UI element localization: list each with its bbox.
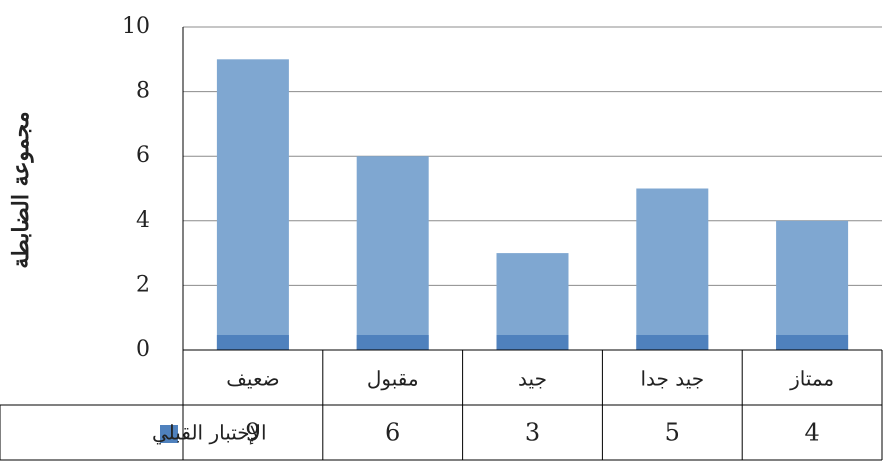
table-value: 6 (385, 419, 400, 447)
y-tick-label: 6 (136, 143, 150, 168)
bar (776, 220, 849, 350)
x-tick-label: جيد جدا (640, 367, 704, 391)
table-value: 5 (665, 419, 680, 447)
y-axis-label: مجموعة الضابطة (8, 111, 34, 268)
legend-label: الإختبار القبلي (152, 421, 267, 446)
bar (636, 188, 709, 350)
bar (496, 253, 569, 350)
y-tick-label: 0 (136, 337, 150, 362)
y-tick-label: 2 (136, 272, 150, 297)
table-value: 9 (245, 419, 260, 447)
bar (216, 59, 289, 351)
bar-base (496, 335, 569, 350)
y-tick-label: 8 (136, 79, 150, 104)
x-tick-label: جيد (518, 367, 547, 391)
bar-base (636, 335, 709, 350)
x-tick-label: مقبول (367, 367, 419, 391)
x-tick-label: ضعيف (226, 367, 279, 391)
bar-base (356, 335, 429, 350)
table-value: 3 (525, 419, 540, 447)
bar-base (776, 335, 849, 350)
bar-base (216, 335, 289, 350)
table-value: 4 (804, 419, 819, 447)
y-tick-label: 10 (122, 14, 150, 39)
y-tick-label: 4 (136, 208, 150, 233)
x-tick-label: ممتاز (789, 367, 834, 391)
legend-swatch (160, 425, 178, 443)
bar (356, 156, 429, 350)
